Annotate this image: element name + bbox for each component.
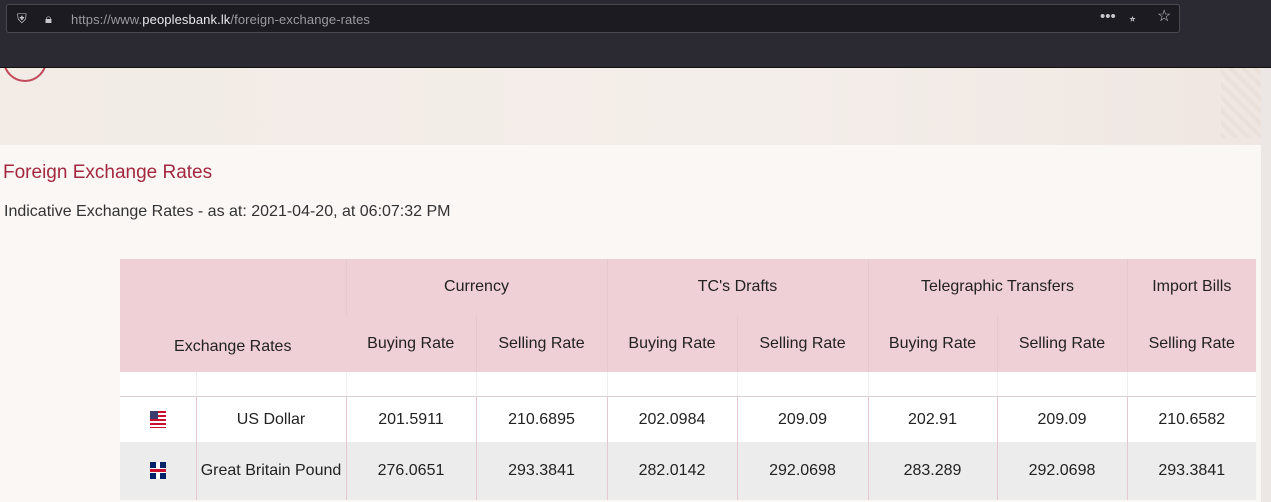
address-bar[interactable]: ⛨ 🔒︎ https://www.peoplesbank.lk/foreign-…: [6, 4, 1180, 33]
table-row: US Dollar 201.5911 210.6895 202.0984 209…: [120, 396, 1256, 442]
rates-timestamp: Indicative Exchange Rates - as at: 2021-…: [4, 203, 451, 220]
rate-cell: 209.09: [736, 396, 868, 442]
rate-cell: 282.0142: [606, 442, 737, 500]
currency-buying-header: Buying Rate: [367, 334, 455, 352]
rate-cell: 293.3841: [475, 442, 607, 500]
page-content: Foreign Exchange Rates Indicative Exchan…: [0, 68, 1271, 502]
rate-cell: 201.5911: [345, 396, 476, 442]
exchange-rates-table: Exchange Rates Currency TC's Drafts Tele…: [120, 259, 1256, 500]
pocket-icon[interactable]: ⭒: [1129, 11, 1137, 26]
group-header-row: Exchange Rates Currency TC's Drafts Tele…: [120, 259, 1256, 355]
tc-selling-header: Selling Rate: [736, 315, 868, 372]
tt-selling-header: Selling Rate: [996, 315, 1127, 372]
banner-pattern: [1221, 68, 1261, 138]
currency-name: US Dollar: [195, 396, 346, 442]
hero-banner: [0, 68, 1271, 145]
tt-buying-header: Buying Rate: [867, 315, 997, 372]
currency-header: Currency: [345, 259, 607, 315]
rate-cell: 202.91: [867, 396, 997, 442]
rate-cell: 210.6582: [1126, 396, 1256, 442]
rate-cell: 209.09: [996, 396, 1127, 442]
rate-cell: 292.0698: [996, 442, 1127, 500]
shield-icon[interactable]: ⛨: [17, 11, 27, 26]
spacer-row: [120, 372, 1256, 397]
us-flag-icon: [149, 410, 166, 428]
tc-buying-header: Buying Rate: [606, 315, 737, 372]
import-bills-header: Import Bills: [1126, 259, 1256, 315]
exchange-rates-header: Exchange Rates: [174, 338, 292, 355]
table-row: Great Britain Pound 276.0651 293.3841 28…: [120, 442, 1256, 500]
uk-flag-icon: [149, 462, 166, 480]
rate-cell: 293.3841: [1126, 442, 1256, 500]
page-title: Foreign Exchange Rates: [3, 162, 213, 183]
rate-cell: 210.6895: [475, 396, 607, 442]
bank-logo[interactable]: [3, 68, 47, 82]
url-text[interactable]: https://www.peoplesbank.lk/foreign-excha…: [71, 12, 371, 27]
scrollbar[interactable]: [1261, 68, 1271, 502]
import-selling-header: Selling Rate: [1126, 315, 1256, 372]
sub-header-row: Buying Rate Selling Rate Buying Rate Sel…: [120, 315, 1256, 372]
star-icon[interactable]: ☆: [1157, 8, 1172, 25]
rate-cell: 202.0984: [606, 396, 737, 442]
browser-chrome: ⛨ 🔒︎ https://www.peoplesbank.lk/foreign-…: [0, 0, 1271, 68]
lock-icon[interactable]: 🔒︎: [45, 11, 52, 26]
telegraphic-transfers-header: Telegraphic Transfers: [867, 259, 1127, 315]
more-icon[interactable]: •••: [1100, 8, 1116, 25]
rate-cell: 276.0651: [345, 442, 476, 500]
rate-cell: 292.0698: [736, 442, 868, 500]
currency-selling-header: Selling Rate: [475, 315, 607, 372]
rate-cell: 283.289: [867, 442, 997, 500]
currency-name: Great Britain Pound: [195, 442, 346, 500]
tc-drafts-header: TC's Drafts: [606, 259, 868, 315]
